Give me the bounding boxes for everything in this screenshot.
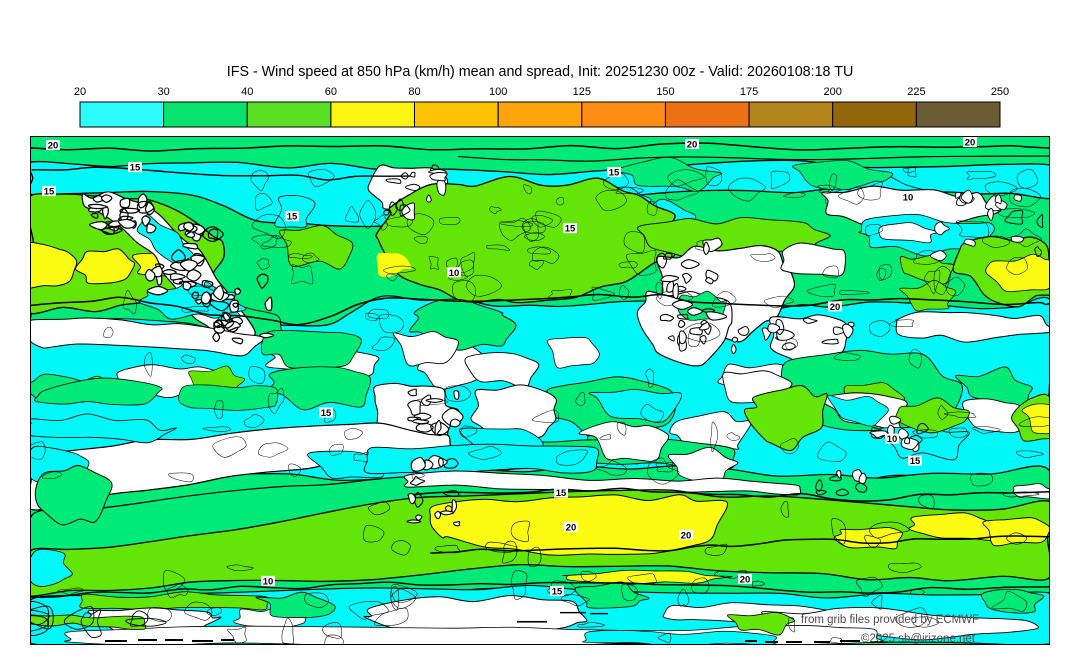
svg-text:20: 20: [687, 140, 698, 151]
svg-text:100: 100: [489, 86, 507, 98]
svg-text:from grib files provided by EC: from grib files provided by ECMWF: [801, 614, 979, 626]
svg-text:20: 20: [566, 522, 577, 533]
svg-text:20: 20: [48, 141, 59, 152]
svg-text:10: 10: [449, 268, 460, 279]
svg-text:15: 15: [556, 488, 567, 499]
svg-text:40: 40: [241, 86, 253, 98]
svg-text:15: 15: [552, 586, 563, 597]
svg-text:15: 15: [130, 163, 141, 174]
svg-text:15: 15: [287, 212, 298, 223]
svg-text:225: 225: [907, 86, 925, 98]
svg-text:20: 20: [830, 302, 841, 313]
svg-text:125: 125: [573, 86, 591, 98]
svg-text:20: 20: [965, 138, 976, 149]
svg-text:15: 15: [321, 408, 332, 419]
svg-text:10: 10: [263, 576, 274, 587]
svg-text:10: 10: [887, 434, 898, 445]
svg-text:15: 15: [44, 187, 55, 198]
svg-text:200: 200: [824, 86, 842, 98]
svg-text:80: 80: [408, 86, 420, 98]
svg-text:10: 10: [903, 193, 914, 204]
svg-text:20: 20: [681, 530, 692, 541]
svg-text:15: 15: [910, 456, 921, 467]
svg-text:60: 60: [325, 86, 337, 98]
svg-text:250: 250: [991, 86, 1009, 98]
svg-text:15: 15: [609, 168, 620, 179]
svg-text:30: 30: [157, 86, 169, 98]
svg-text:15: 15: [565, 224, 576, 235]
svg-text:20: 20: [740, 574, 751, 585]
svg-text:175: 175: [740, 86, 758, 98]
svg-text:©2025 sb@irizone.net: ©2025 sb@irizone.net: [861, 633, 976, 645]
svg-text:150: 150: [656, 86, 674, 98]
svg-text:20: 20: [74, 86, 86, 98]
